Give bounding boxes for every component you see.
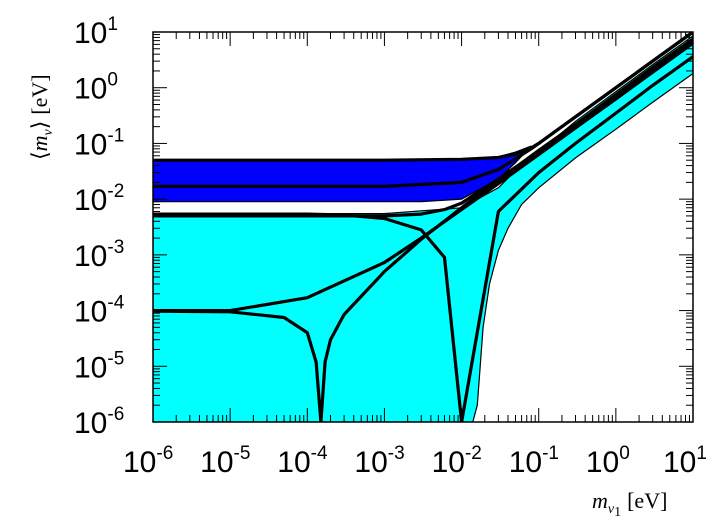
x-axis-subsubscript: 1 xyxy=(614,505,621,520)
x-tick-exponent: 0 xyxy=(619,443,630,464)
curve-3 xyxy=(153,41,693,313)
x-axis-unit: [eV] xyxy=(627,488,667,513)
y-tick-base: 10 xyxy=(74,184,107,217)
x-tick-exponent: -6 xyxy=(156,443,173,464)
y-tick-label: 10-5 xyxy=(74,348,124,384)
curve-5 xyxy=(153,37,693,422)
x-tick-label: 101 xyxy=(663,443,707,479)
x-tick-base: 10 xyxy=(200,446,233,479)
minor-ticks xyxy=(152,32,693,423)
y-tick-label: 10-2 xyxy=(74,181,124,217)
y-tick-exponent: -3 xyxy=(107,237,124,258)
y-tick-exponent: -2 xyxy=(107,181,124,202)
y-axis-lbracket: ⟨ xyxy=(27,151,52,160)
y-tick-base: 10 xyxy=(74,351,107,384)
y-axis-title: ⟨mν⟩ [eV] xyxy=(27,74,56,160)
y-tick-exponent: 1 xyxy=(107,14,118,35)
x-axis-subscript: ν xyxy=(608,502,615,517)
x-axis-title: mν1 [eV] xyxy=(592,488,667,520)
x-tick-exponent: 1 xyxy=(696,443,707,464)
x-tick-label: 10-3 xyxy=(354,443,404,479)
y-axis-unit: [eV] xyxy=(27,74,52,114)
x-tick-base: 10 xyxy=(277,446,310,479)
y-tick-base: 10 xyxy=(74,296,107,329)
x-tick-base: 10 xyxy=(509,446,542,479)
y-axis-symbol: m xyxy=(27,136,52,152)
y-tick-base: 10 xyxy=(74,407,107,440)
y-axis-rbracket: ⟩ xyxy=(27,121,52,130)
y-tick-label: 10-1 xyxy=(74,125,124,161)
x-tick-exponent: -3 xyxy=(388,443,405,464)
y-tick-label: 101 xyxy=(74,14,118,50)
x-tick-exponent: -4 xyxy=(311,443,328,464)
y-tick-exponent: -4 xyxy=(107,293,124,314)
plot-frame xyxy=(152,31,694,423)
x-tick-base: 10 xyxy=(586,446,619,479)
y-tick-label: 100 xyxy=(74,70,118,106)
curves xyxy=(153,32,693,422)
y-tick-exponent: -1 xyxy=(107,125,124,146)
x-tick-labels: 10-6 10-5 10-4 10-3 10-2 10-1 100 101 xyxy=(123,443,707,479)
x-tick-base: 10 xyxy=(354,446,387,479)
x-axis-symbol: m xyxy=(592,488,608,513)
x-tick-label: 10-5 xyxy=(200,443,250,479)
y-tick-exponent: -5 xyxy=(107,348,124,369)
y-tick-base: 10 xyxy=(74,240,107,273)
x-tick-label: 100 xyxy=(586,443,630,479)
y-tick-base: 10 xyxy=(74,17,107,50)
x-tick-label: 10-6 xyxy=(123,443,173,479)
curve-4 xyxy=(153,55,693,422)
y-tick-label: 10-3 xyxy=(74,237,124,273)
x-tick-exponent: -2 xyxy=(465,443,482,464)
y-tick-label: 10-6 xyxy=(74,404,124,440)
x-tick-label: 10-1 xyxy=(509,443,559,479)
y-tick-exponent: 0 xyxy=(107,70,118,91)
x-tick-exponent: -1 xyxy=(542,443,559,464)
x-tick-base: 10 xyxy=(432,446,465,479)
x-tick-label: 10-4 xyxy=(277,443,328,479)
x-tick-label: 10-2 xyxy=(432,443,482,479)
curve-1 xyxy=(153,32,693,188)
x-tick-base: 10 xyxy=(123,446,156,479)
x-tick-exponent: -5 xyxy=(234,443,251,464)
y-tick-label: 10-4 xyxy=(74,293,125,329)
y-tick-exponent: -6 xyxy=(107,404,124,425)
y-tick-base: 10 xyxy=(74,73,107,106)
y-tick-base: 10 xyxy=(74,128,107,161)
x-tick-base: 10 xyxy=(663,446,696,479)
y-axis-subscript: ν xyxy=(41,129,56,136)
